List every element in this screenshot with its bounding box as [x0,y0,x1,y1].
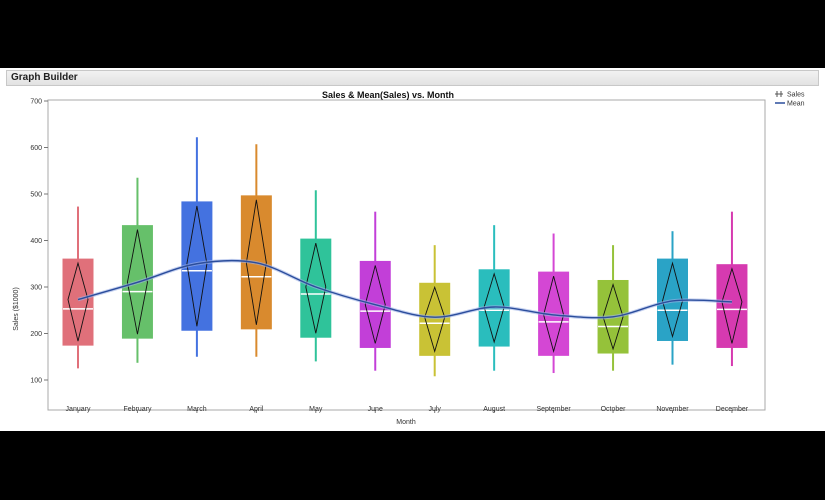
x-tick-label: March [187,406,207,413]
x-tick-label: February [123,406,152,413]
mean-line [77,259,732,319]
box [62,258,94,346]
mean-diamond [424,285,446,353]
chart[interactable]: Sales & Mean(Sales) vs. Month Month Sale… [0,68,825,431]
legend-label-mean: Mean [787,101,805,108]
mean-diamond [186,205,208,327]
mean-diamond [543,276,565,354]
box-january [62,206,94,369]
mean-diamond [662,261,683,339]
box [419,282,451,356]
x-tick-label: November [656,406,689,413]
mean-line-layer [77,258,732,320]
x-tick-label: December [716,406,749,413]
x-tick-label: April [249,406,263,413]
box-july [419,245,451,377]
y-tick-label: 500 [30,192,42,199]
chart-title: Sales & Mean(Sales) vs. Month [322,90,454,100]
y-tick-label: 700 [30,99,42,106]
y-tick-label: 400 [30,238,42,245]
mean-diamond [721,267,743,344]
x-tick-label: June [368,406,383,413]
y-tick-label: 200 [30,331,42,338]
legend-item-mean[interactable]: Mean [775,101,805,108]
mean-diamond [483,272,505,344]
graph-builder-window: Graph Builder Sales & Mean(Sales) vs. Mo… [0,68,825,431]
x-tick-label: July [428,406,441,413]
x-tick-label: January [66,406,91,413]
mean-diamond [67,261,89,342]
x-tick-label: August [483,406,505,413]
window-title: Graph Builder [6,70,819,86]
box-december [716,211,748,367]
mean-diamond [364,265,386,344]
legend-label-sales: Sales [787,92,805,99]
mean-diamond [602,282,624,351]
mean-diamond [245,199,267,325]
y-tick-label: 300 [30,285,42,292]
x-tick-label: October [601,406,627,413]
box-plots [62,137,748,377]
y-tick-label: 100 [30,378,42,385]
legend-item-sales[interactable]: Sales [775,91,805,99]
y-axis: 100 200 300 400 500 600 700 [30,99,48,385]
mean-diamond [126,229,148,335]
box [716,264,748,348]
mean-diamond [305,243,327,334]
x-axis: January February March April May June July Augu… [66,406,749,413]
x-axis-title: Month [396,419,416,426]
y-tick-label: 600 [30,145,42,152]
plot-frame [47,99,766,411]
x-tick-label: September [536,406,571,413]
x-tick-label: May [309,406,323,413]
y-axis-title: Sales ($1000) [13,287,20,331]
legend[interactable]: Sales Mean [775,91,805,108]
